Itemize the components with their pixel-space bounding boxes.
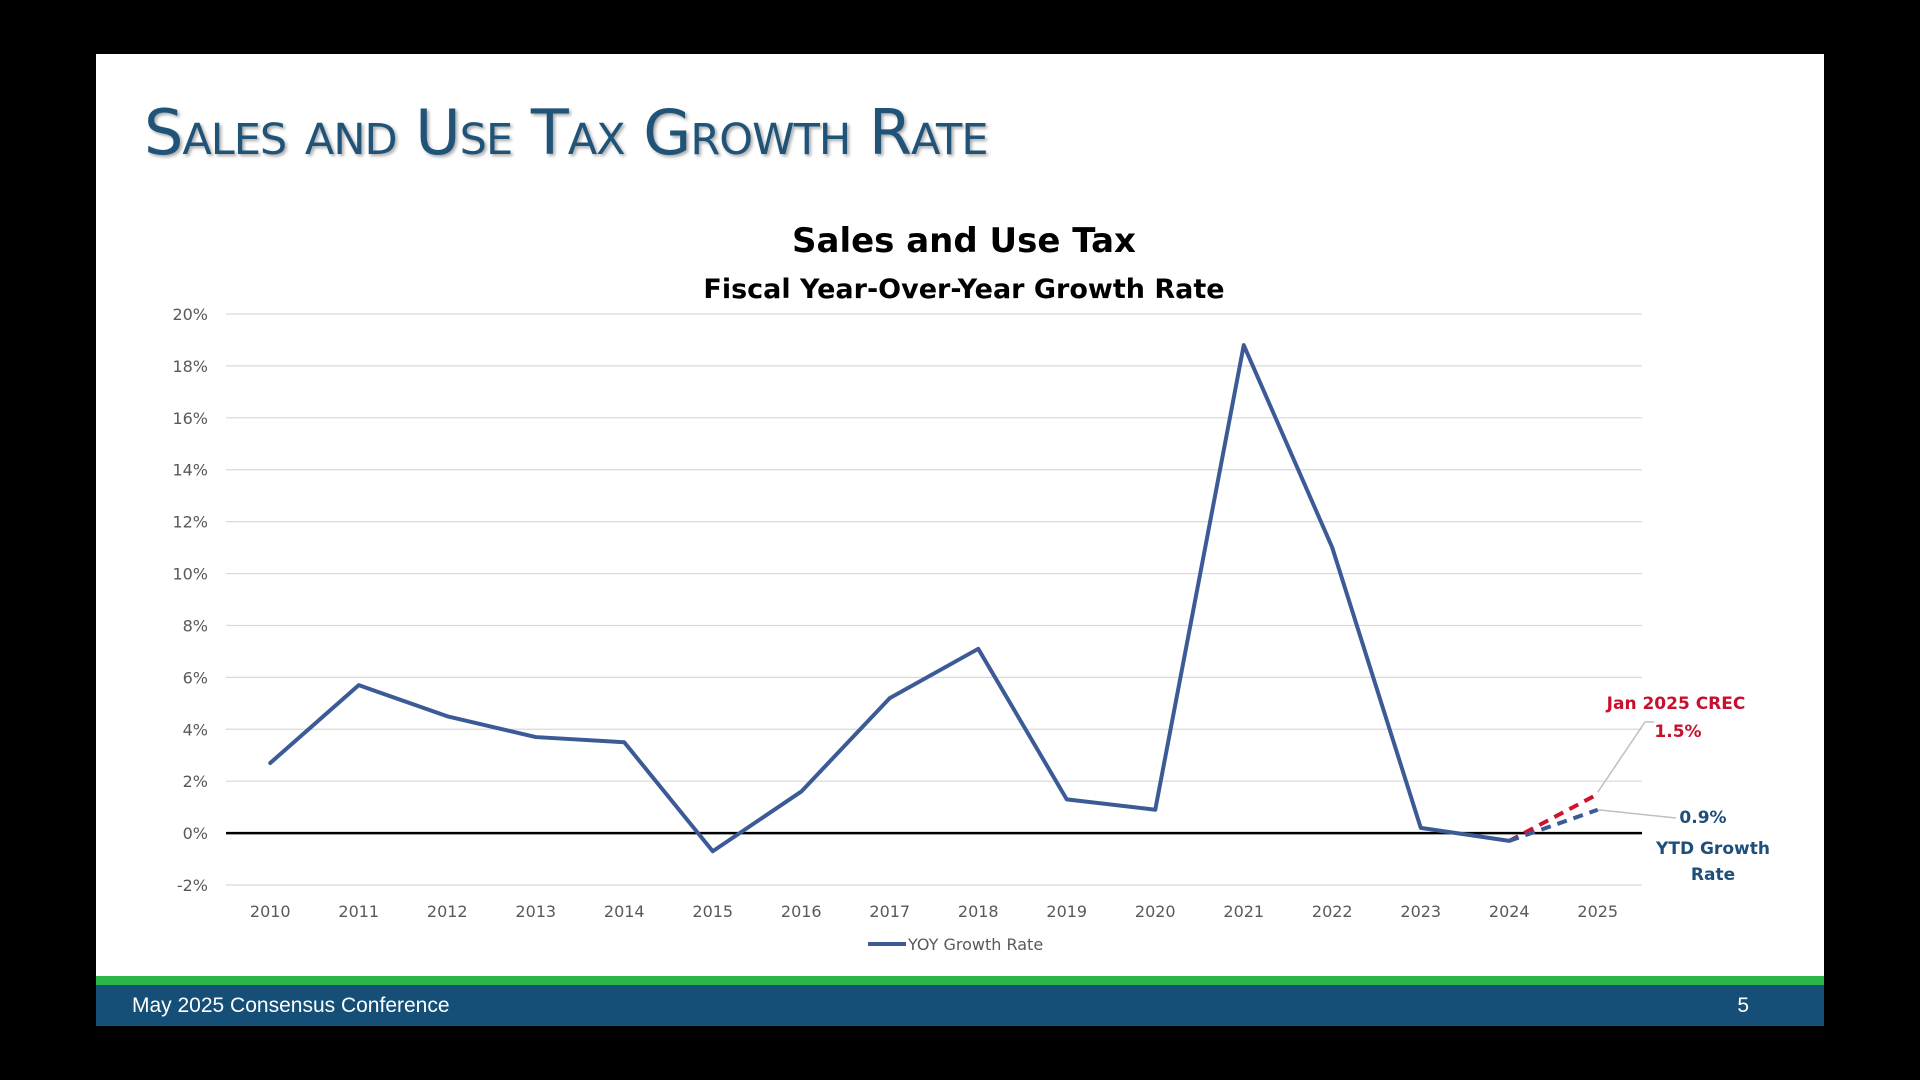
x-tick-label: 2010 — [250, 902, 291, 921]
y-tick-label: 4% — [183, 720, 208, 739]
growth-rate-chart: Sales and Use Tax Fiscal Year-Over-Year … — [172, 221, 1770, 954]
y-tick-label: 16% — [172, 409, 208, 428]
x-tick-label: 2019 — [1046, 902, 1087, 921]
x-tick-label: 2017 — [869, 902, 910, 921]
x-tick-label: 2025 — [1577, 902, 1618, 921]
x-tick-label: 2024 — [1489, 902, 1530, 921]
x-tick-label: 2011 — [338, 902, 379, 921]
chart-title: Sales and Use Tax — [792, 221, 1136, 261]
y-tick-label: 2% — [183, 772, 208, 791]
y-tick-label: 12% — [172, 513, 208, 532]
grid-layer: -2% 0% 2% 4% 6% 8% 10% 12% 14% 16% 18% 20% 2010 2011 2… — [172, 305, 1642, 921]
x-tick-label: 2023 — [1400, 902, 1441, 921]
annotation-layer: Jan 2025 CREC 1.5% 0.9% YTD Growth Rate — [1597, 694, 1770, 885]
footer-bar: May 2025 Consensus Conference 5 — [96, 985, 1824, 1026]
x-tick-label: 2020 — [1135, 902, 1176, 921]
y-tick-label: 0% — [183, 824, 208, 843]
ytd-value: 0.9% — [1679, 808, 1726, 828]
page-number: 5 — [1737, 994, 1749, 1017]
ytd-label-line2: Rate — [1691, 865, 1735, 885]
y-tick-label: -2% — [177, 876, 208, 895]
x-tick-label: 2018 — [958, 902, 999, 921]
x-tick-label: 2014 — [604, 902, 645, 921]
slide: Sales and Use Tax Growth Rate Sales and … — [96, 54, 1824, 1026]
x-tick-label: 2015 — [692, 902, 733, 921]
crec-leader-line — [1597, 721, 1654, 793]
legend: YOY Growth Rate — [868, 935, 1043, 954]
x-tick-label: 2016 — [781, 902, 822, 921]
series-layer — [268, 343, 1599, 854]
series-line — [268, 343, 1512, 854]
footer-accent-stripe — [96, 976, 1824, 985]
y-tick-label: 8% — [183, 616, 208, 635]
x-tick-label: 2022 — [1312, 902, 1353, 921]
ytd-label-line1: YTD Growth — [1655, 839, 1770, 859]
slide-title: Sales and Use Tax Growth Rate — [144, 96, 988, 169]
y-tick-label: 6% — [183, 668, 208, 687]
y-tick-label: 20% — [172, 305, 208, 324]
chart-subtitle: Fiscal Year-Over-Year Growth Rate — [703, 274, 1224, 305]
legend-label: YOY Growth Rate — [907, 935, 1043, 954]
ytd-leader-line — [1597, 808, 1677, 819]
y-tick-label: 10% — [172, 565, 208, 584]
footer-conference-label: May 2025 Consensus Conference — [132, 994, 450, 1017]
x-tick-label: 2012 — [427, 902, 468, 921]
series-line-projection — [1508, 807, 1599, 843]
x-tick-label: 2021 — [1223, 902, 1264, 921]
y-tick-label: 18% — [172, 357, 208, 376]
crec-label: Jan 2025 CREC — [1606, 694, 1746, 714]
crec-value: 1.5% — [1654, 722, 1701, 742]
x-tick-label: 2013 — [515, 902, 556, 921]
y-tick-label: 14% — [172, 461, 208, 480]
